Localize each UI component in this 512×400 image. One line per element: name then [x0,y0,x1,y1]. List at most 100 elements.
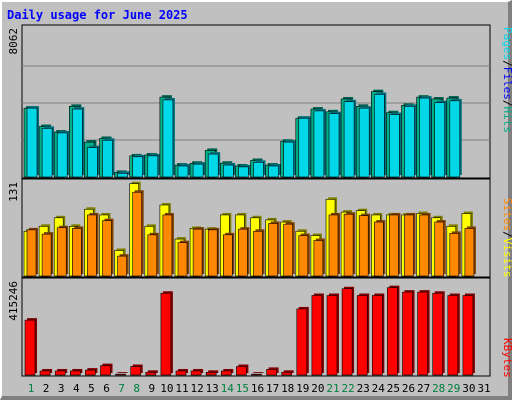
sites-bar [87,214,97,277]
pages-bar [147,155,159,178]
day-label: 28 [432,382,445,395]
sites-bar [177,242,188,277]
sites-bar [358,215,369,277]
kbytes-bar [39,370,51,376]
day-label: 5 [88,382,95,395]
pages-bar [162,99,174,178]
sites-bar [419,214,429,277]
kbytes-ymax-label: 415246 [7,281,20,321]
kbytes-bar [100,365,111,376]
pages-bar [117,173,128,178]
day-label: 24 [372,382,386,395]
kbytes-bar-shadow [253,372,264,373]
pages-bar [328,113,340,178]
legend-files: Files [501,67,512,100]
pages-bar [373,94,385,178]
sites-bar [162,214,173,277]
sites-bar [147,234,158,277]
sites-bar [223,234,233,277]
visits-sites-legend: Sites/Visits [501,198,512,278]
day-label: 15 [236,382,249,395]
pages-bar [449,100,461,178]
hits-ymax-label: 8062 [7,28,20,55]
sites-bar [207,229,218,277]
sites-bar [328,214,339,277]
kbytes-bar-shadow [283,370,294,373]
pages-bar [72,108,83,178]
kbytes-bar [145,372,157,376]
pages-bar [41,128,53,178]
sites-bar [389,214,399,277]
legend-kbytes: KBytes [501,338,512,378]
kbytes-bar [311,295,323,376]
day-label: 3 [58,382,65,395]
sites-bar [238,228,248,277]
sites-bar [253,230,263,277]
pages-bar [298,117,310,178]
day-label: 29 [447,382,460,395]
pages-bar [56,132,68,178]
day-label: 17 [266,382,279,395]
pages-bar [238,166,249,178]
pages-bar [434,102,446,178]
kbytes-bar [402,291,413,376]
kbytes-bar [417,291,428,376]
sites-bar [56,227,67,277]
pages-bar [132,156,143,178]
kbytes-bar [326,295,338,376]
sites-bar [132,191,142,277]
pages-bar [313,110,325,178]
pages-bar [177,165,189,178]
sites-bar [373,221,384,277]
day-label: 30 [462,382,475,395]
legend-pages: Pages [501,27,512,60]
kbytes-bar [356,295,368,376]
pages-bar [26,107,38,178]
kbytes-bar [266,369,277,376]
kbytes-bar [70,370,81,376]
kbytes-bar [447,295,459,376]
sites-bar [298,235,309,277]
kbytes-bar [432,292,444,376]
legend-sites: Sites [501,198,512,231]
kbytes-bar [160,292,172,376]
pages-bar [223,164,234,178]
kbytes-bar [175,370,187,376]
day-label: 19 [296,382,309,395]
kbytes-bar [190,370,202,376]
day-label: 31 [477,382,490,395]
sites-bar [449,233,460,277]
pages-bar [389,114,400,178]
sites-bar [72,228,82,277]
sites-bar [283,223,294,277]
sites-bar [404,214,414,277]
day-label: 26 [402,382,415,395]
pages-bar [419,97,430,178]
day-label: 2 [43,382,50,395]
pages-bar [192,163,204,178]
day-label: 20 [311,382,324,395]
sites-bar [313,240,324,277]
sites-bar [434,221,445,277]
day-label: 11 [175,382,188,395]
day-label: 14 [221,382,235,395]
sites-bar [26,229,37,277]
day-label: 9 [148,382,155,395]
day-label: 10 [160,382,173,395]
hits-files-pages-legend: Pages/Files/Hits [501,27,512,133]
day-label: 13 [206,382,219,395]
pages-bar [268,165,279,178]
kbytes-bar [251,373,262,376]
kbytes-bar [24,319,36,376]
day-label: 4 [73,382,80,395]
kbytes-bar [115,373,126,376]
kbytes-bar-shadow [208,370,219,373]
pages-bar [283,141,295,178]
day-label: 18 [281,382,294,395]
pages-bar [87,147,98,178]
kbytes-bar [281,372,293,376]
kbytes-bar [130,366,141,376]
day-label: 16 [251,382,264,395]
day-label: 12 [190,382,203,395]
